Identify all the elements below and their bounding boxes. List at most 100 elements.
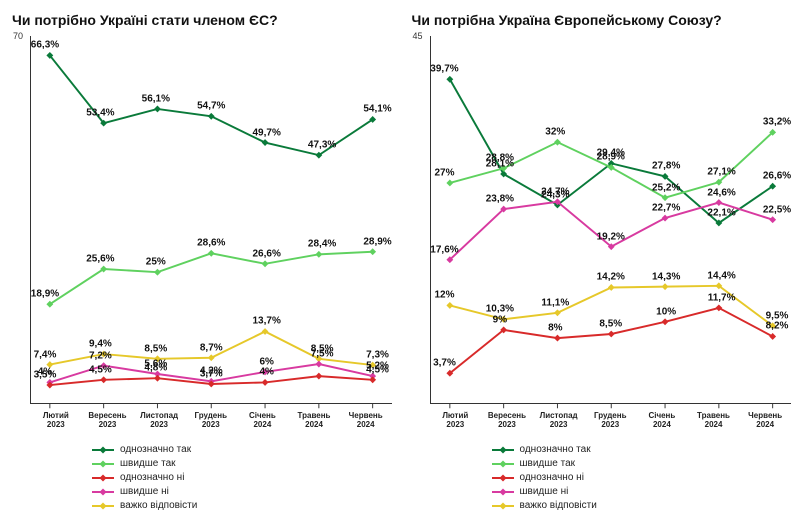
- left-legend: однозначно такшвидше такоднозначно нішви…: [92, 444, 392, 514]
- right-legend: однозначно так швидше так однозначно ні шви…: [492, 444, 792, 514]
- left-chart: 7066,3%53,4%56,1%54,7%49,7%47,3%54,1%18,…: [30, 36, 392, 404]
- series-marker: [715, 199, 722, 206]
- legend-marker: [492, 459, 514, 469]
- series-marker: [661, 283, 668, 290]
- point-label: 23,8%: [486, 194, 514, 205]
- x-label: Січень2024: [237, 412, 289, 430]
- plot-svg: [431, 36, 792, 403]
- point-label: 10%: [656, 306, 676, 317]
- legend-marker: [492, 445, 514, 455]
- point-label: 7,2%: [89, 350, 112, 361]
- right-panel: Чи потрібна Україна Європейському Союзу?…: [412, 12, 792, 514]
- point-label: 18,9%: [31, 289, 59, 300]
- point-label: 9,5%: [766, 310, 789, 321]
- point-label: 66,3%: [31, 40, 59, 51]
- point-label: 14,2%: [597, 272, 625, 283]
- point-label: 22,7%: [652, 203, 680, 214]
- series-marker: [154, 269, 161, 276]
- series-marker: [661, 318, 668, 325]
- x-label: Вересень2023: [481, 412, 533, 430]
- point-label: 27,8%: [652, 161, 680, 172]
- point-label: 8,2%: [766, 321, 789, 332]
- point-label: 25%: [146, 257, 166, 268]
- point-label: 8,5%: [144, 343, 167, 354]
- series-marker: [315, 251, 322, 258]
- point-label: 28,8%: [486, 153, 514, 164]
- point-label: 28,6%: [197, 238, 225, 249]
- x-label: Травень2024: [288, 412, 340, 430]
- point-label: 33,2%: [763, 117, 791, 128]
- point-label: 10,3%: [486, 304, 514, 315]
- legend-marker: [492, 487, 514, 497]
- series-marker: [661, 215, 668, 222]
- legend-marker: [92, 459, 114, 469]
- point-label: 25,2%: [652, 182, 680, 193]
- x-label: Листопад2023: [133, 412, 185, 430]
- point-label: 8,7%: [200, 342, 223, 353]
- legend-marker: [92, 501, 114, 511]
- series-marker: [262, 328, 269, 335]
- point-label: 4%: [259, 367, 273, 378]
- x-label: Вересень2023: [82, 412, 134, 430]
- series-marker: [208, 250, 215, 257]
- point-label: 47,3%: [308, 140, 336, 151]
- point-label: 22,5%: [763, 204, 791, 215]
- legend-item: однозначно так: [92, 444, 392, 455]
- point-label: 25,6%: [86, 254, 114, 265]
- series-marker: [315, 373, 322, 380]
- legend-marker: [92, 445, 114, 455]
- series-marker: [715, 304, 722, 311]
- point-label: 3,7%: [433, 358, 456, 369]
- point-label: 28,4%: [308, 239, 336, 250]
- point-label: 19,2%: [597, 231, 625, 242]
- x-label: Лютий2023: [430, 412, 482, 430]
- legend-label: однозначно ні: [120, 472, 184, 483]
- series-marker: [607, 284, 614, 291]
- point-label: 26,6%: [763, 171, 791, 182]
- point-label: 12%: [434, 290, 454, 301]
- legend-item: швидше ні: [492, 486, 792, 497]
- legend-item: важко відповісти: [92, 500, 392, 511]
- legend-item: швидше ні: [92, 486, 392, 497]
- point-label: 49,7%: [252, 127, 280, 138]
- point-label: 4,8%: [144, 363, 167, 374]
- point-label: 28,9%: [363, 236, 391, 247]
- y-tick: 45: [413, 31, 423, 41]
- point-label: 56,1%: [142, 94, 170, 105]
- chart-container: Чи потрібно Україні стати членом ЄС? 70 6…: [12, 12, 791, 514]
- right-x-labels: Лютий2023Вересень2023Листопад2023Грудень…: [430, 412, 792, 430]
- point-label: 4,5%: [366, 364, 389, 375]
- point-label: 26,6%: [252, 248, 280, 259]
- legend-marker: [492, 501, 514, 511]
- legend-label: швидше ні: [520, 486, 569, 497]
- series-marker: [262, 260, 269, 267]
- point-label: 13,7%: [252, 316, 280, 327]
- x-label: Червень2024: [340, 412, 392, 430]
- x-label: Травень2024: [688, 412, 740, 430]
- series-marker: [369, 376, 376, 383]
- series-marker: [446, 180, 453, 187]
- x-label: Січень2024: [636, 412, 688, 430]
- legend-item: однозначно ні: [492, 472, 792, 483]
- point-label: 54,7%: [197, 101, 225, 112]
- series-marker: [100, 376, 107, 383]
- point-label: 7,3%: [366, 350, 389, 361]
- right-chart: 4539,7%28,1%24,3%29,4%27,8%22,1%26,6%27%…: [430, 36, 792, 404]
- point-label: 8,5%: [599, 319, 622, 330]
- y-tick: 70: [13, 31, 23, 41]
- legend-marker: [92, 473, 114, 483]
- point-label: 3,7%: [200, 369, 223, 380]
- point-label: 7,4%: [34, 349, 57, 360]
- left-title: Чи потрібно Україні стати членом ЄС?: [12, 12, 392, 28]
- point-label: 39,7%: [430, 64, 458, 75]
- legend-marker: [92, 487, 114, 497]
- legend-marker: [492, 473, 514, 483]
- point-label: 7,5%: [311, 349, 334, 360]
- x-label: Листопад2023: [533, 412, 585, 430]
- series-marker: [369, 248, 376, 255]
- legend-item: швидше так: [492, 458, 792, 469]
- legend-label: швидше так: [520, 458, 576, 469]
- series-marker: [769, 216, 776, 223]
- legend-item: однозначно так: [492, 444, 792, 455]
- point-label: 53,4%: [86, 108, 114, 119]
